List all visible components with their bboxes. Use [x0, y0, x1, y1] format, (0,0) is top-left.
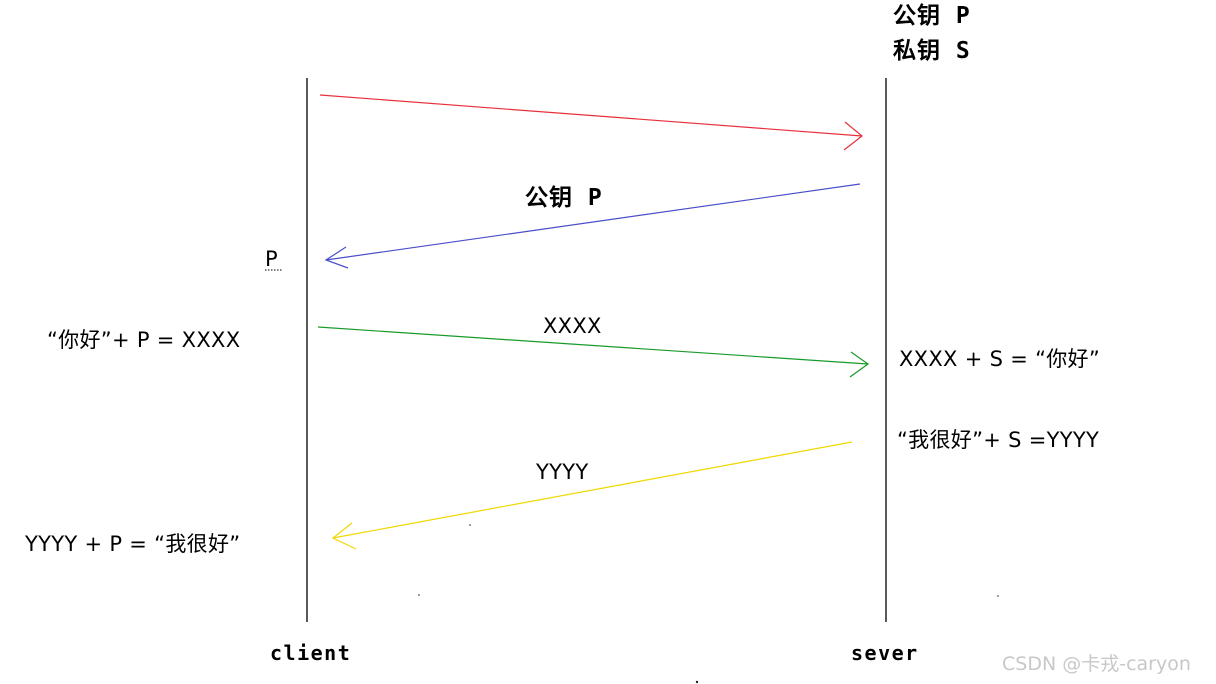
server-private-key-label: 私钥 S: [893, 38, 971, 64]
encrypted-hello-label: XXXX: [543, 314, 602, 338]
server-encrypt-label: “我很好”+ S =YYYY: [897, 428, 1100, 452]
public-key-message-label: 公钥 P: [525, 185, 603, 211]
stray-dot: [695, 680, 699, 684]
stray-dot: [997, 595, 999, 597]
encrypted-reply-label: YYYY: [536, 460, 589, 484]
server-public-key-label: 公钥 P: [893, 3, 971, 29]
client-received-key-label: P: [265, 247, 278, 271]
encrypted-hello-arrow: [317, 326, 870, 378]
public-key-arrow: [324, 183, 861, 269]
stray-dot: [469, 524, 471, 526]
csdn-watermark: CSDN @卡戎-caryon: [1002, 653, 1191, 675]
stray-dot: [418, 594, 420, 596]
encrypted-reply-arrow: [331, 441, 853, 550]
client-encrypt-label: “你好”+ P = XXXX: [47, 328, 241, 352]
client-lifeline-label: client: [270, 641, 352, 665]
client-decrypt-label: YYYY + P = “我很好”: [25, 532, 241, 556]
server-lifeline-label: sever: [851, 641, 919, 665]
server-decrypt-label: XXXX + S = “你好”: [899, 347, 1101, 371]
request-arrow: [319, 94, 863, 151]
